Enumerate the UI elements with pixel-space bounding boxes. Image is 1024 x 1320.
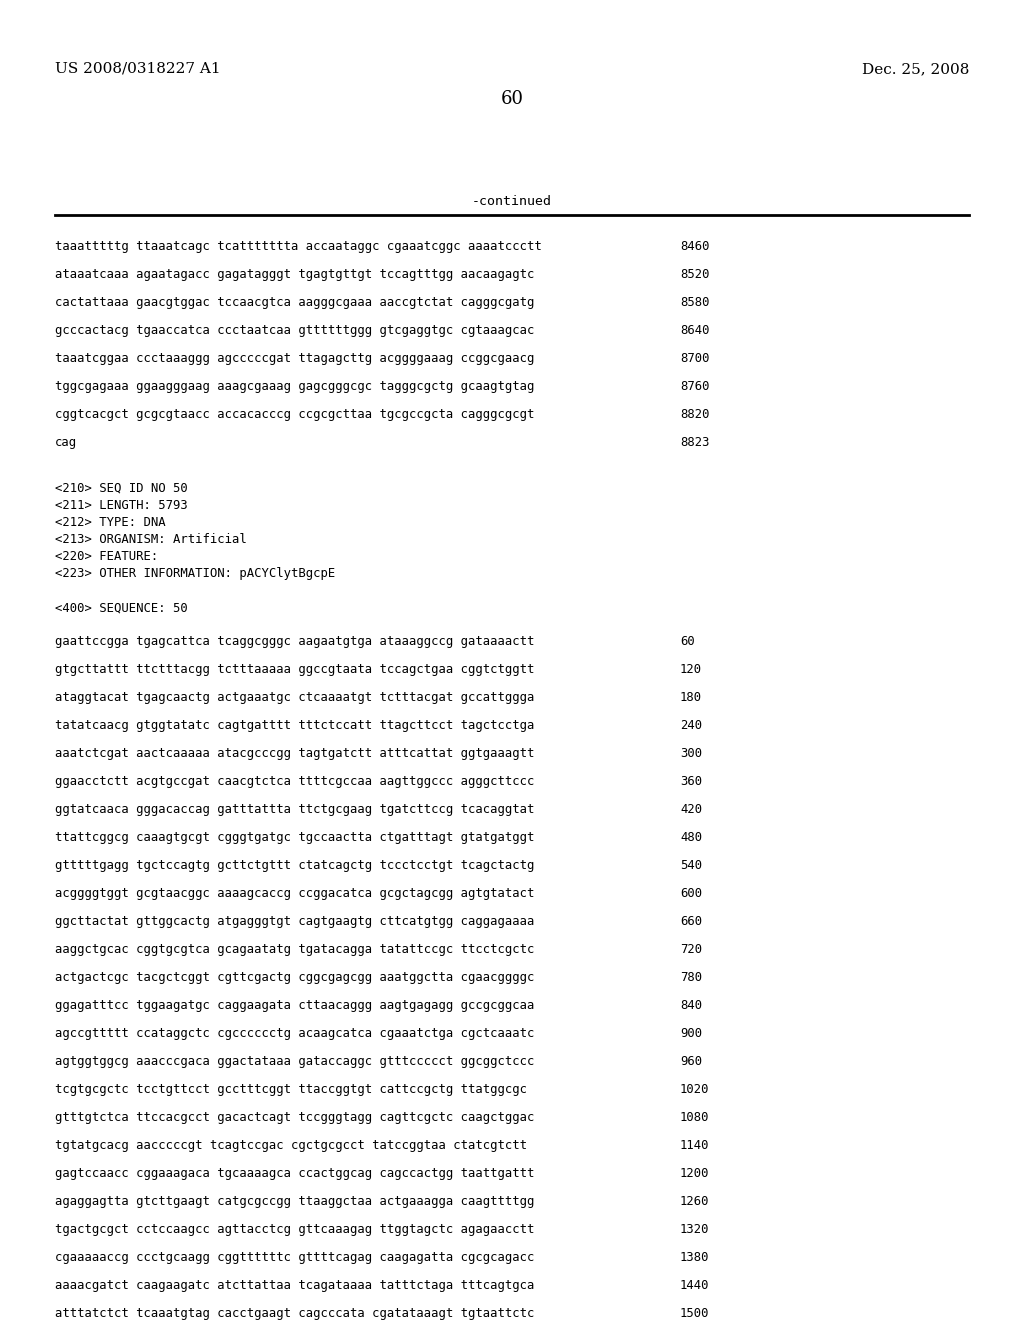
Text: <223> OTHER INFORMATION: pACYClytBgcpE: <223> OTHER INFORMATION: pACYClytBgcpE (55, 568, 335, 579)
Text: 8760: 8760 (680, 380, 710, 393)
Text: 600: 600 (680, 887, 702, 900)
Text: agccgttttt ccataggctc cgcccccctg acaagcatca cgaaatctga cgctcaaatc: agccgttttt ccataggctc cgcccccctg acaagca… (55, 1027, 535, 1040)
Text: ggaacctctt acgtgccgat caacgtctca ttttcgccaa aagttggccc agggcttccc: ggaacctctt acgtgccgat caacgtctca ttttcgc… (55, 775, 535, 788)
Text: aaggctgcac cggtgcgtca gcagaatatg tgatacagga tatattccgc ttcctcgctc: aaggctgcac cggtgcgtca gcagaatatg tgataca… (55, 942, 535, 956)
Text: gagtccaacc cggaaagaca tgcaaaagca ccactggcag cagccactgg taattgattt: gagtccaacc cggaaagaca tgcaaaagca ccactgg… (55, 1167, 535, 1180)
Text: 8820: 8820 (680, 408, 710, 421)
Text: agtggtggcg aaacccgaca ggactataaa gataccaggc gtttccccct ggcggctccc: agtggtggcg aaacccgaca ggactataaa gatacca… (55, 1055, 535, 1068)
Text: US 2008/0318227 A1: US 2008/0318227 A1 (55, 62, 220, 77)
Text: acggggtggt gcgtaacggc aaaagcaccg ccggacatca gcgctagcgg agtgtatact: acggggtggt gcgtaacggc aaaagcaccg ccggaca… (55, 887, 535, 900)
Text: gaattccgga tgagcattca tcaggcgggc aagaatgtga ataaaggccg gataaaactt: gaattccgga tgagcattca tcaggcgggc aagaatg… (55, 635, 535, 648)
Text: gtttttgagg tgctccagtg gcttctgttt ctatcagctg tccctcctgt tcagctactg: gtttttgagg tgctccagtg gcttctgttt ctatcag… (55, 859, 535, 873)
Text: 120: 120 (680, 663, 702, 676)
Text: 1320: 1320 (680, 1224, 710, 1236)
Text: 8700: 8700 (680, 352, 710, 366)
Text: gtttgtctca ttccacgcct gacactcagt tccgggtagg cagttcgctc caagctggac: gtttgtctca ttccacgcct gacactcagt tccgggt… (55, 1111, 535, 1125)
Text: 8460: 8460 (680, 240, 710, 253)
Text: tatatcaacg gtggtatatc cagtgatttt tttctccatt ttagcttcct tagctcctga: tatatcaacg gtggtatatc cagtgatttt tttctcc… (55, 719, 535, 733)
Text: 780: 780 (680, 972, 702, 983)
Text: ggcttactat gttggcactg atgagggtgt cagtgaagtg cttcatgtgg caggagaaaa: ggcttactat gttggcactg atgagggtgt cagtgaa… (55, 915, 535, 928)
Text: tggcgagaaa ggaagggaag aaagcgaaag gagcgggcgc tagggcgctg gcaagtgtag: tggcgagaaa ggaagggaag aaagcgaaag gagcggg… (55, 380, 535, 393)
Text: 60: 60 (501, 90, 523, 108)
Text: 720: 720 (680, 942, 702, 956)
Text: Dec. 25, 2008: Dec. 25, 2008 (861, 62, 969, 77)
Text: 1140: 1140 (680, 1139, 710, 1152)
Text: 900: 900 (680, 1027, 702, 1040)
Text: <212> TYPE: DNA: <212> TYPE: DNA (55, 516, 166, 529)
Text: taaatcggaa ccctaaaggg agcccccgat ttagagcttg acggggaaag ccggcgaacg: taaatcggaa ccctaaaggg agcccccgat ttagagc… (55, 352, 535, 366)
Text: 540: 540 (680, 859, 702, 873)
Text: 840: 840 (680, 999, 702, 1012)
Text: aaaacgatct caagaagatc atcttattaa tcagataaaa tatttctaga tttcagtgca: aaaacgatct caagaagatc atcttattaa tcagata… (55, 1279, 535, 1292)
Text: taaatttttg ttaaatcagc tcattttttta accaataggc cgaaatcggc aaaatccctt: taaatttttg ttaaatcagc tcattttttta accaat… (55, 240, 542, 253)
Text: 1380: 1380 (680, 1251, 710, 1265)
Text: gtgcttattt ttctttacgg tctttaaaaa ggccgtaata tccagctgaa cggtctggtt: gtgcttattt ttctttacgg tctttaaaaa ggccgta… (55, 663, 535, 676)
Text: 240: 240 (680, 719, 702, 733)
Text: atttatctct tcaaatgtag cacctgaagt cagcccata cgatataaagt tgtaattctc: atttatctct tcaaatgtag cacctgaagt cagccca… (55, 1307, 535, 1320)
Text: tcgtgcgctc tcctgttcct gcctttcggt ttaccggtgt cattccgctg ttatggcgc: tcgtgcgctc tcctgttcct gcctttcggt ttaccgg… (55, 1082, 527, 1096)
Text: 1500: 1500 (680, 1307, 710, 1320)
Text: 60: 60 (680, 635, 694, 648)
Text: 1020: 1020 (680, 1082, 710, 1096)
Text: 1440: 1440 (680, 1279, 710, 1292)
Text: -continued: -continued (472, 195, 552, 209)
Text: 1200: 1200 (680, 1167, 710, 1180)
Text: 660: 660 (680, 915, 702, 928)
Text: <211> LENGTH: 5793: <211> LENGTH: 5793 (55, 499, 187, 512)
Text: 8823: 8823 (680, 436, 710, 449)
Text: 8640: 8640 (680, 323, 710, 337)
Text: 1260: 1260 (680, 1195, 710, 1208)
Text: gcccactacg tgaaccatca ccctaatcaa gttttttggg gtcgaggtgc cgtaaagcac: gcccactacg tgaaccatca ccctaatcaa gtttttt… (55, 323, 535, 337)
Text: ggtatcaaca gggacaccag gatttattta ttctgcgaag tgatcttccg tcacaggtat: ggtatcaaca gggacaccag gatttattta ttctgcg… (55, 803, 535, 816)
Text: cggtcacgct gcgcgtaacc accacacccg ccgcgcttaa tgcgccgcta cagggcgcgt: cggtcacgct gcgcgtaacc accacacccg ccgcgct… (55, 408, 535, 421)
Text: 960: 960 (680, 1055, 702, 1068)
Text: cactattaaa gaacgtggac tccaacgtca aagggcgaaa aaccgtctat cagggcgatg: cactattaaa gaacgtggac tccaacgtca aagggcg… (55, 296, 535, 309)
Text: <210> SEQ ID NO 50: <210> SEQ ID NO 50 (55, 482, 187, 495)
Text: <400> SEQUENCE: 50: <400> SEQUENCE: 50 (55, 602, 187, 615)
Text: 300: 300 (680, 747, 702, 760)
Text: cgaaaaaccg ccctgcaagg cggttttttc gttttcagag caagagatta cgcgcagacc: cgaaaaaccg ccctgcaagg cggttttttc gttttca… (55, 1251, 535, 1265)
Text: ggagatttcc tggaagatgc caggaagata cttaacaggg aagtgagagg gccgcggcaa: ggagatttcc tggaagatgc caggaagata cttaaca… (55, 999, 535, 1012)
Text: 8580: 8580 (680, 296, 710, 309)
Text: ataaatcaaa agaatagacc gagatagggt tgagtgttgt tccagtttgg aacaagagtc: ataaatcaaa agaatagacc gagatagggt tgagtgt… (55, 268, 535, 281)
Text: 1080: 1080 (680, 1111, 710, 1125)
Text: <213> ORGANISM: Artificial: <213> ORGANISM: Artificial (55, 533, 247, 546)
Text: tgactgcgct cctccaagcc agttacctcg gttcaaagag ttggtagctc agagaacctt: tgactgcgct cctccaagcc agttacctcg gttcaaa… (55, 1224, 535, 1236)
Text: 420: 420 (680, 803, 702, 816)
Text: agaggagtta gtcttgaagt catgcgccgg ttaaggctaa actgaaagga caagttttgg: agaggagtta gtcttgaagt catgcgccgg ttaaggc… (55, 1195, 535, 1208)
Text: 360: 360 (680, 775, 702, 788)
Text: tgtatgcacg aacccccgt tcagtccgac cgctgcgcct tatccggtaa ctatcgtctt: tgtatgcacg aacccccgt tcagtccgac cgctgcgc… (55, 1139, 527, 1152)
Text: aaatctcgat aactcaaaaa atacgcccgg tagtgatctt atttcattat ggtgaaagtt: aaatctcgat aactcaaaaa atacgcccgg tagtgat… (55, 747, 535, 760)
Text: ttattcggcg caaagtgcgt cgggtgatgc tgccaactta ctgatttagt gtatgatggt: ttattcggcg caaagtgcgt cgggtgatgc tgccaac… (55, 832, 535, 843)
Text: 180: 180 (680, 690, 702, 704)
Text: <220> FEATURE:: <220> FEATURE: (55, 550, 159, 564)
Text: 8520: 8520 (680, 268, 710, 281)
Text: ataggtacat tgagcaactg actgaaatgc ctcaaaatgt tctttacgat gccattggga: ataggtacat tgagcaactg actgaaatgc ctcaaaa… (55, 690, 535, 704)
Text: 480: 480 (680, 832, 702, 843)
Text: actgactcgc tacgctcggt cgttcgactg cggcgagcgg aaatggctta cgaacggggc: actgactcgc tacgctcggt cgttcgactg cggcgag… (55, 972, 535, 983)
Text: cag: cag (55, 436, 77, 449)
